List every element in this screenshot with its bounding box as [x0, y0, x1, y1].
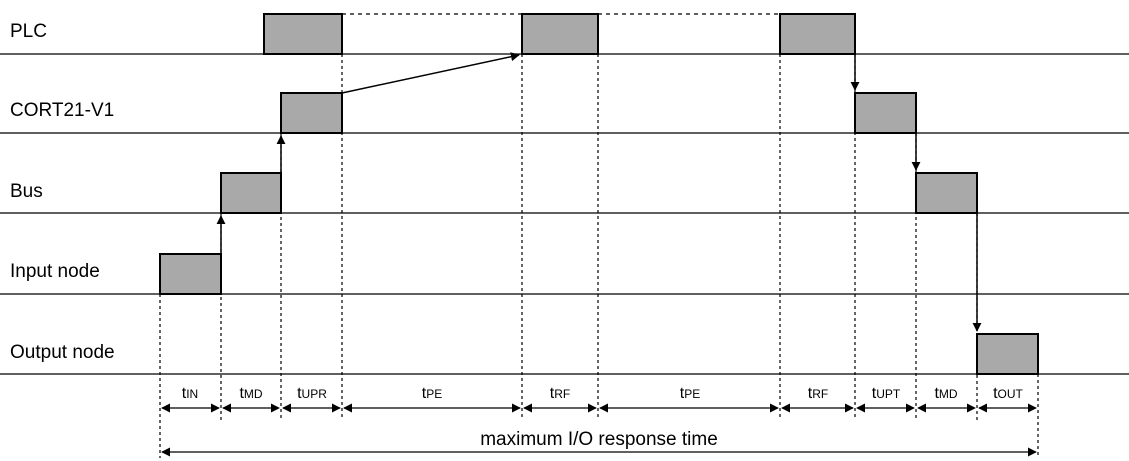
row-label-bus: Bus — [10, 181, 43, 202]
bus-block-2 — [915, 172, 978, 214]
cort21-block-1 — [280, 92, 343, 134]
segment-label-main: t — [993, 385, 998, 402]
output-node-block — [976, 333, 1039, 375]
segment-label-sub: UPR — [302, 387, 328, 401]
row-label-cort21-v1: CORT21-V1 — [10, 100, 114, 121]
segment-label-main: t — [422, 385, 427, 402]
row-label-plc: PLC — [10, 21, 47, 42]
segment-label-t-rf: tRF — [550, 385, 570, 402]
flow-arrow-cort21-to-plc — [341, 52, 520, 94]
segment-label-main: t — [934, 385, 939, 402]
plc-block-1 — [263, 13, 343, 55]
segment-label-t-md: tMD — [239, 385, 262, 402]
row-label-input-node: Input node — [10, 261, 100, 282]
bus-block-1 — [220, 172, 282, 214]
segment-label-t-out: tOUT — [993, 385, 1023, 402]
total-response-time-label: maximum I/O response time — [480, 429, 718, 450]
segment-label-main: t — [808, 385, 813, 402]
segment-label-t-upt: tUPT — [872, 385, 901, 402]
segment-label-sub: OUT — [998, 387, 1024, 401]
segment-label-sub: PE — [684, 387, 700, 401]
cort21-block-2 — [854, 92, 917, 134]
segment-label-main: t — [550, 385, 555, 402]
segment-label-sub: MD — [244, 387, 263, 401]
segment-label-sub: PE — [426, 387, 442, 401]
segment-label-sub: RF — [812, 387, 828, 401]
segment-label-t-upr: tUPR — [297, 385, 327, 402]
segment-label-main: t — [182, 385, 187, 402]
plc-block-2 — [521, 13, 599, 55]
segment-label-main: t — [297, 385, 302, 402]
segment-label-sub: IN — [186, 387, 198, 401]
row-label-output-node: Output node — [10, 342, 115, 363]
segment-label-t-md: tMD — [934, 385, 957, 402]
segment-label-sub: RF — [554, 387, 570, 401]
segment-label-main: t — [239, 385, 244, 402]
input-node-block — [159, 253, 222, 295]
segment-label-sub: UPT — [876, 387, 901, 401]
segment-label-t-pe: tPE — [422, 385, 442, 402]
segment-label-sub: MD — [939, 387, 958, 401]
plc-block-3 — [779, 13, 856, 55]
segment-label-main: t — [680, 385, 685, 402]
segment-label-t-rf: tRF — [808, 385, 828, 402]
segment-label-t-pe: tPE — [680, 385, 700, 402]
segment-label-main: t — [872, 385, 877, 402]
segment-label-t-in: tIN — [182, 385, 198, 402]
